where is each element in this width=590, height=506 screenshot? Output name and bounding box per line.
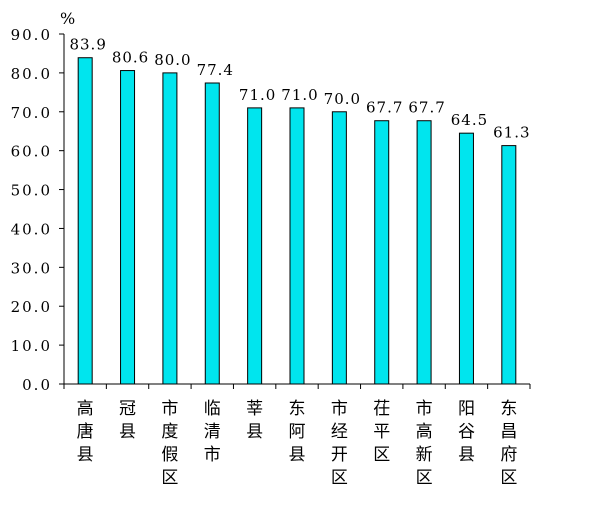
y-tick-label: 80.0	[11, 65, 52, 83]
y-tick-label: 40.0	[11, 220, 52, 238]
y-tick-label: 20.0	[11, 298, 52, 316]
data-label: 80.0	[154, 51, 191, 69]
y-tick-label: 70.0	[11, 104, 52, 122]
bar	[374, 120, 390, 385]
bar	[162, 72, 178, 385]
y-tick-label: 90.0	[11, 26, 52, 44]
bar	[77, 57, 93, 385]
bar	[501, 145, 517, 385]
y-tick-label: 10.0	[11, 337, 52, 355]
x-tick-label: 冠县	[119, 399, 136, 442]
x-tick-label: 阳谷县	[458, 399, 475, 465]
x-tick-label: 高唐县	[77, 399, 94, 465]
y-tick-label: 50.0	[11, 182, 52, 200]
data-label: 71.0	[239, 86, 276, 104]
y-tick-label: 60.0	[11, 143, 52, 161]
data-label: 83.9	[69, 36, 106, 54]
bar	[120, 70, 136, 385]
data-label: 80.6	[112, 49, 149, 67]
bar	[204, 82, 220, 385]
data-label: 67.7	[408, 99, 445, 117]
y-axis-unit: %	[60, 9, 75, 28]
y-axis: 0.0 10.0 20.0 30.0 40.0 50.0 60.0 70.0 80.0 90.0	[11, 26, 531, 394]
y-tick-label: 0.0	[22, 376, 52, 394]
data-label: 64.5	[451, 111, 488, 129]
x-tick-label: 临清市	[204, 399, 221, 465]
bars	[77, 57, 517, 385]
x-tick-label: 莘县	[246, 399, 263, 442]
data-label: 71.0	[281, 86, 318, 104]
x-tick-label: 茌平区	[373, 399, 390, 465]
bar	[247, 107, 263, 385]
y-tick-label: 30.0	[11, 259, 52, 277]
bar	[458, 132, 474, 385]
x-tick-label: 东阿县	[289, 399, 306, 465]
x-tick-label: 市高新区	[416, 399, 433, 488]
x-tick-label: 市经开区	[331, 399, 348, 488]
bar	[289, 107, 305, 385]
x-tick-label: 市度假区	[161, 399, 178, 488]
value-labels: 83.9 80.6 80.0 77.4 71.0 71.0 70.0 67.7 67.7 64.5…	[69, 36, 530, 142]
data-label: 77.4	[197, 61, 234, 79]
data-label: 61.3	[493, 124, 530, 142]
data-label: 67.7	[366, 99, 403, 117]
category-labels: 高唐县 冠县 市度假区 临清市 莘县 东阿县 市经开区 茌平区 市高新区 阳谷县 东昌府区	[77, 399, 518, 488]
bar	[416, 120, 432, 385]
x-tick-label: 东昌府区	[500, 399, 517, 488]
bar	[331, 111, 347, 385]
data-label: 70.0	[324, 90, 361, 108]
